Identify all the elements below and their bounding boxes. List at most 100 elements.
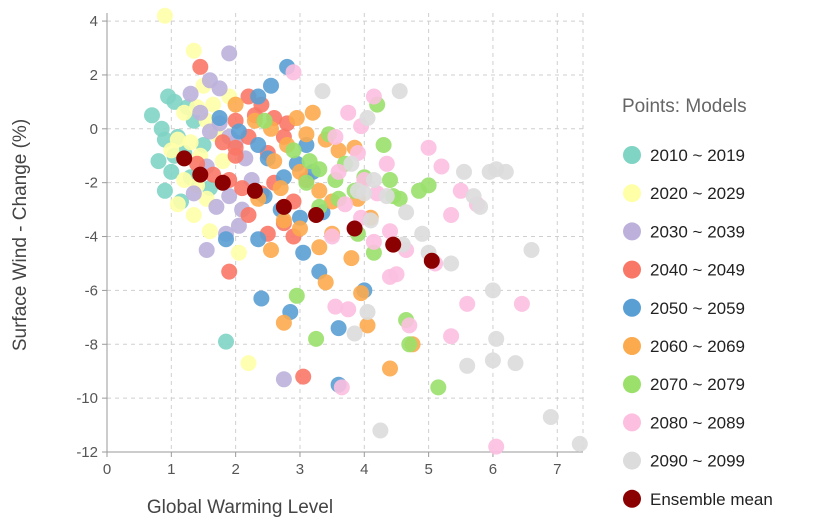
- model-point[interactable]: [218, 333, 234, 350]
- model-point[interactable]: [523, 242, 540, 258]
- model-point[interactable]: [353, 285, 370, 302]
- model-point[interactable]: [230, 217, 247, 234]
- ensemble-mean-point[interactable]: [246, 182, 263, 199]
- model-point[interactable]: [250, 137, 267, 153]
- model-point[interactable]: [340, 301, 357, 318]
- model-point[interactable]: [375, 137, 392, 153]
- model-point[interactable]: [275, 314, 292, 331]
- model-point[interactable]: [414, 225, 431, 242]
- model-point[interactable]: [272, 180, 289, 197]
- model-point[interactable]: [497, 163, 514, 180]
- model-point[interactable]: [443, 255, 460, 272]
- model-point[interactable]: [227, 96, 244, 113]
- model-point[interactable]: [330, 142, 347, 159]
- model-point[interactable]: [456, 163, 472, 180]
- model-point[interactable]: [365, 172, 382, 188]
- model-point[interactable]: [484, 282, 501, 299]
- model-point[interactable]: [208, 198, 225, 215]
- model-point[interactable]: [382, 360, 398, 377]
- model-point[interactable]: [391, 83, 408, 100]
- model-point[interactable]: [311, 161, 328, 178]
- ensemble-mean-point[interactable]: [423, 252, 440, 269]
- model-point[interactable]: [288, 110, 305, 126]
- model-point[interactable]: [382, 223, 398, 240]
- model-point[interactable]: [295, 368, 312, 385]
- model-point[interactable]: [298, 126, 315, 143]
- model-point[interactable]: [346, 325, 363, 342]
- model-point[interactable]: [333, 379, 350, 396]
- model-point[interactable]: [169, 196, 186, 213]
- model-point[interactable]: [330, 163, 347, 180]
- model-point[interactable]: [327, 128, 344, 145]
- model-point[interactable]: [156, 7, 173, 24]
- model-point[interactable]: [507, 355, 524, 372]
- model-point[interactable]: [420, 177, 437, 194]
- model-point[interactable]: [221, 188, 238, 205]
- model-point[interactable]: [378, 155, 395, 172]
- model-point[interactable]: [205, 96, 222, 113]
- model-point[interactable]: [398, 204, 415, 221]
- model-point[interactable]: [214, 134, 231, 151]
- model-point[interactable]: [340, 104, 357, 121]
- model-point[interactable]: [378, 188, 395, 205]
- model-point[interactable]: [211, 80, 228, 97]
- model-point[interactable]: [459, 357, 476, 374]
- model-point[interactable]: [359, 304, 376, 320]
- model-point[interactable]: [420, 139, 437, 156]
- model-point[interactable]: [330, 320, 347, 337]
- model-point[interactable]: [253, 290, 270, 307]
- model-point[interactable]: [401, 336, 418, 353]
- model-point[interactable]: [214, 153, 231, 170]
- model-point[interactable]: [266, 153, 283, 170]
- model-point[interactable]: [250, 88, 267, 105]
- model-point[interactable]: [182, 85, 199, 102]
- model-point[interactable]: [176, 104, 193, 121]
- model-point[interactable]: [430, 379, 447, 396]
- model-point[interactable]: [275, 212, 292, 229]
- model-point[interactable]: [221, 263, 238, 280]
- model-point[interactable]: [201, 223, 218, 240]
- model-point[interactable]: [359, 110, 376, 126]
- model-point[interactable]: [263, 77, 279, 94]
- model-point[interactable]: [192, 104, 209, 121]
- model-point[interactable]: [388, 266, 405, 283]
- model-point[interactable]: [144, 107, 160, 124]
- model-point[interactable]: [304, 104, 321, 121]
- ensemble-mean-point[interactable]: [176, 150, 193, 167]
- model-point[interactable]: [221, 45, 238, 62]
- model-point[interactable]: [185, 185, 202, 202]
- model-point[interactable]: [308, 330, 325, 347]
- model-point[interactable]: [263, 242, 279, 258]
- model-point[interactable]: [285, 64, 302, 81]
- model-point[interactable]: [488, 438, 505, 455]
- ensemble-mean-point[interactable]: [346, 220, 363, 237]
- model-point[interactable]: [156, 182, 173, 199]
- ensemble-mean-point[interactable]: [385, 236, 402, 253]
- model-point[interactable]: [295, 244, 312, 261]
- model-point[interactable]: [234, 180, 251, 197]
- model-point[interactable]: [182, 134, 199, 151]
- model-point[interactable]: [292, 220, 308, 237]
- model-point[interactable]: [542, 409, 559, 425]
- model-point[interactable]: [230, 123, 247, 140]
- model-point[interactable]: [192, 58, 209, 75]
- model-point[interactable]: [218, 231, 234, 248]
- model-point[interactable]: [362, 212, 379, 229]
- model-point[interactable]: [250, 231, 267, 248]
- model-point[interactable]: [198, 242, 215, 258]
- model-point[interactable]: [443, 328, 460, 345]
- model-point[interactable]: [185, 42, 202, 59]
- model-point[interactable]: [314, 83, 331, 100]
- model-point[interactable]: [211, 110, 228, 126]
- model-point[interactable]: [324, 228, 341, 245]
- model-point[interactable]: [372, 422, 389, 439]
- model-point[interactable]: [317, 274, 334, 291]
- model-point[interactable]: [433, 158, 450, 175]
- model-point[interactable]: [459, 295, 476, 312]
- model-point[interactable]: [176, 172, 193, 188]
- model-point[interactable]: [343, 250, 360, 267]
- model-point[interactable]: [327, 298, 344, 315]
- model-point[interactable]: [288, 287, 305, 304]
- model-point[interactable]: [240, 207, 257, 223]
- model-point[interactable]: [185, 207, 202, 223]
